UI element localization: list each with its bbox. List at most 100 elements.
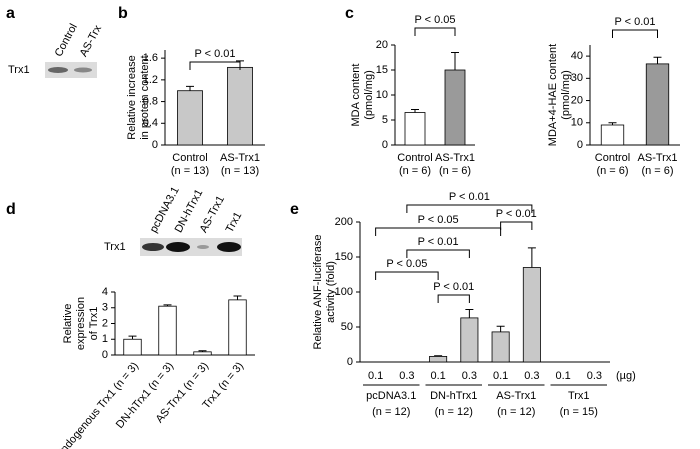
- annotation: P < 0.05: [414, 14, 455, 26]
- x-tick-label: 0.3: [587, 370, 602, 382]
- y-tick-label: 4: [102, 286, 108, 298]
- blot: [140, 238, 242, 256]
- y-tick-label: 0: [382, 139, 388, 151]
- bar: [193, 351, 212, 356]
- error-bar: [434, 355, 443, 357]
- x-tick-label: 0.3: [524, 370, 539, 382]
- blot-lane-label: Control: [53, 22, 80, 59]
- bar: [429, 355, 448, 363]
- x-unit: (µg): [616, 370, 636, 382]
- group-label: DN-hTrx1: [430, 390, 477, 402]
- y-tick-label: 30: [571, 72, 583, 84]
- y-tick-label: 2: [102, 317, 108, 329]
- annotation: P < 0.01: [449, 191, 490, 203]
- bar: [123, 338, 142, 356]
- x-tick-label: 0.3: [399, 370, 414, 382]
- error-bar: [186, 85, 194, 91]
- significance-bracket: [500, 221, 533, 230]
- significance-bracket: [406, 249, 470, 258]
- y-tick-label: 200: [335, 216, 353, 228]
- significance-bracket: [414, 27, 456, 36]
- x-tick-label: Control: [595, 152, 630, 164]
- annotation: P < 0.01: [433, 281, 474, 293]
- y-axis-label: MDA content: [350, 64, 362, 127]
- error-bar: [608, 122, 617, 125]
- annotation: P < 0.01: [496, 208, 537, 220]
- panel-label: c: [345, 5, 354, 22]
- annotation: P < 0.01: [614, 16, 655, 28]
- sample-size: (n = 13): [221, 165, 259, 177]
- significance-bracket: [375, 271, 439, 280]
- error-bar: [527, 247, 536, 268]
- error-bar: [233, 295, 242, 300]
- significance-bracket: [189, 61, 241, 70]
- error-bar: [653, 56, 662, 64]
- bar: [404, 112, 426, 146]
- x-tick-label: 0.1: [493, 370, 508, 382]
- y-tick-label: 0: [152, 139, 158, 151]
- y-tick-label: 150: [335, 251, 353, 263]
- significance-bracket: [375, 227, 502, 236]
- group-size: (n = 12): [435, 406, 473, 418]
- bar: [444, 69, 466, 146]
- y-axis-label: Relative ANF-luciferase: [312, 235, 324, 350]
- blot: [45, 62, 97, 78]
- blot-lane-label: AS-Trx: [78, 23, 105, 59]
- y-axis-label: (pmol/mg): [363, 70, 375, 120]
- y-tick-label: 0: [347, 356, 353, 368]
- group-label: AS-Trx1: [496, 390, 536, 402]
- y-tick-label: 3: [102, 302, 108, 314]
- panel-label: d: [6, 201, 16, 218]
- y-tick-label: 0.4: [143, 117, 158, 129]
- blot-band: [166, 242, 190, 252]
- significance-bracket: [612, 29, 658, 38]
- y-tick-label: 20: [376, 39, 388, 51]
- sample-size: (n = 6): [439, 165, 471, 177]
- y-tick-label: 50: [341, 321, 353, 333]
- x-tick-label: 0.1: [368, 370, 383, 382]
- bar: [491, 331, 510, 363]
- y-tick-label: 40: [571, 50, 583, 62]
- significance-bracket: [406, 204, 533, 213]
- y-tick-label: 1: [102, 333, 108, 345]
- error-bar: [451, 52, 459, 70]
- y-tick-label: 0: [102, 349, 108, 361]
- x-tick-label: 0.1: [555, 370, 570, 382]
- group-size: (n = 15): [560, 406, 598, 418]
- x-tick-label: 0.1: [430, 370, 445, 382]
- y-tick-label: 15: [376, 64, 388, 76]
- error-bar: [496, 325, 505, 332]
- bar: [460, 317, 479, 363]
- error-bar: [198, 350, 207, 352]
- y-tick-label: 1.2: [143, 74, 158, 86]
- sample-size: (n = 6): [399, 165, 431, 177]
- sample-size: (n = 6): [641, 165, 673, 177]
- blot-lane-label: AS-Trx1: [198, 194, 227, 235]
- y-tick-label: 10: [571, 117, 583, 129]
- panel-label: e: [290, 201, 299, 218]
- bar: [228, 299, 247, 356]
- y-tick-label: 0: [577, 139, 583, 151]
- blot-band: [74, 67, 92, 73]
- group-size: (n = 12): [497, 406, 535, 418]
- blot-band-label: Trx1: [8, 64, 30, 76]
- annotation: P < 0.01: [418, 236, 459, 248]
- y-axis-label: (pmol/mg): [560, 70, 572, 120]
- y-tick-label: 10: [376, 89, 388, 101]
- blot-band: [142, 243, 164, 251]
- y-axis-label: expression: [75, 297, 87, 350]
- bar: [177, 90, 203, 146]
- x-tick-label: Endogenous Trx1 (n = 3): [54, 360, 141, 449]
- annotation: P < 0.01: [194, 48, 235, 60]
- x-tick-label: AS-Trx1: [220, 152, 260, 164]
- group-label: pcDNA3.1: [366, 390, 416, 402]
- bar: [227, 66, 253, 146]
- panel-label: a: [6, 5, 15, 22]
- x-tick-label: 0.3: [462, 370, 477, 382]
- y-axis-label: Relative: [62, 304, 74, 344]
- group-size: (n = 12): [372, 406, 410, 418]
- significance-bracket: [437, 294, 470, 303]
- error-bar: [465, 309, 474, 318]
- bar: [158, 305, 177, 356]
